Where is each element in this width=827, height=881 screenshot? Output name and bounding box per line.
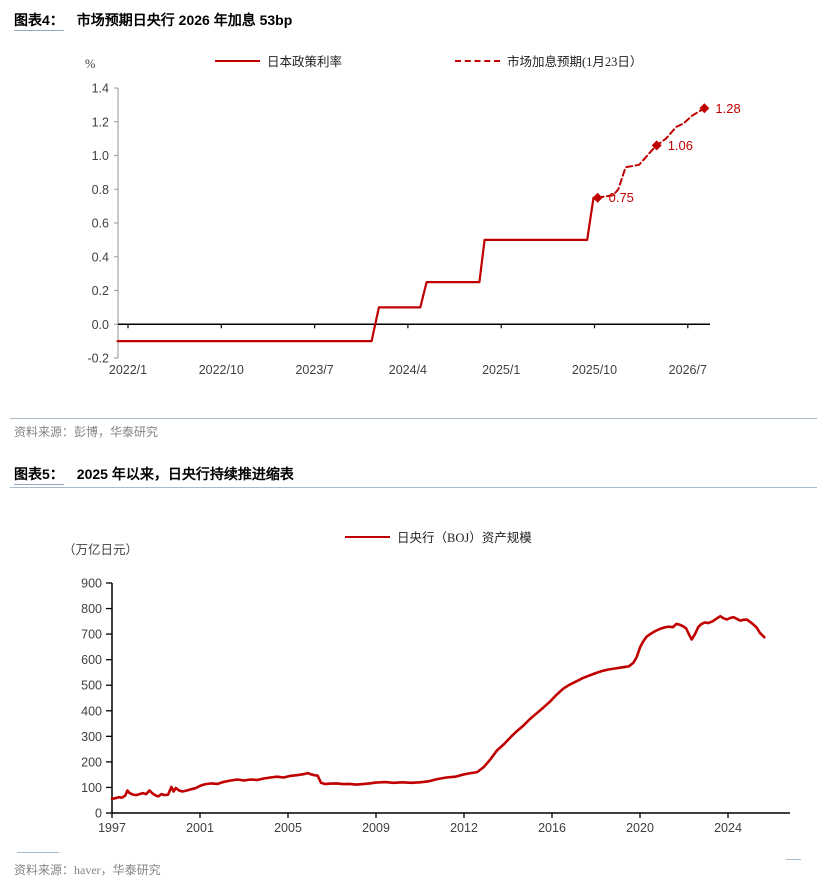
bottom-right-border-fragment <box>786 859 801 860</box>
expectation-marker-label: 0.75 <box>609 190 634 205</box>
figure5-title-divider <box>10 487 817 488</box>
figure4-label: 图表4： <box>14 12 64 31</box>
y-tick-label: 200 <box>81 755 102 769</box>
x-tick-label: 2024/4 <box>389 363 427 377</box>
legend-label: 市场加息预期(1月23日） <box>507 55 643 69</box>
x-tick-label: 2023/7 <box>295 363 333 377</box>
y-tick-label: 900 <box>81 577 102 591</box>
y-tick-label: 1.0 <box>92 149 109 163</box>
y-tick-label: 0.8 <box>92 183 109 197</box>
y-tick-label: -0.2 <box>87 352 109 366</box>
x-tick-label: 2001 <box>186 821 214 835</box>
solid-line-sample <box>345 535 390 538</box>
x-tick-label: 2025/10 <box>572 363 617 377</box>
figure5-title: 图表5： 2025 年以来，日央行持续推进缩表 <box>14 464 294 485</box>
figure4-legend-item-expectation: 市场加息预期(1月23日） <box>455 51 642 70</box>
boj-assets-line <box>110 614 766 801</box>
y-tick-label: 500 <box>81 679 102 693</box>
y-tick-label: 300 <box>81 730 102 744</box>
x-tick-label: 2024 <box>714 821 742 835</box>
y-tick-label: 600 <box>81 653 102 667</box>
figure5-chart: 0 100 200 300 400 500 600 700 800 900 1997 2001 2005… <box>81 577 790 835</box>
y-tick-label: 0 <box>95 807 102 821</box>
figure4-source-divider <box>10 418 817 419</box>
y-tick-label: 0.6 <box>92 217 109 231</box>
y-tick-label: 1.4 <box>92 82 109 96</box>
figure4-title: 图表4： 市场预期日央行 2026 年加息 53bp <box>14 10 293 31</box>
figure5-source: 资料来源：haver，华泰研究 <box>14 863 161 877</box>
expectation-marker-label: 1.28 <box>715 101 740 116</box>
x-tick-label: 2022/10 <box>199 363 244 377</box>
bottom-left-border-fragment <box>17 852 59 853</box>
solid-line-sample <box>215 59 260 62</box>
policy-rate-line <box>116 196 599 343</box>
expectation-marker-label: 1.06 <box>668 138 693 153</box>
x-tick-label: 2005 <box>274 821 302 835</box>
figure5-y-unit: （万亿日元） <box>63 543 139 557</box>
legend-label: 日央行（BOJ）资产规模 <box>397 531 532 545</box>
figure5-label: 图表5： <box>14 466 64 485</box>
x-tick-label: 2009 <box>362 821 390 835</box>
expectation-marker-diamond <box>592 192 603 203</box>
figure4-y-unit: % <box>85 57 96 71</box>
y-tick-label: 0.2 <box>92 284 109 298</box>
expectation-marker-diamond <box>651 140 662 151</box>
x-tick-label: 2025/1 <box>482 363 520 377</box>
y-tick-label: 700 <box>81 628 102 642</box>
figure4-chart: -0.2 0.0 0.2 0.4 0.6 0.8 1.0 1.2 1.4 2022/1 2022/1… <box>87 82 740 378</box>
x-tick-label: 2016 <box>538 821 566 835</box>
figure4-title-text: 市场预期日央行 2026 年加息 53bp <box>76 12 293 28</box>
figure5-title-text: 2025 年以来，日央行持续推进缩表 <box>76 466 294 482</box>
dashed-line-sample <box>455 59 500 62</box>
x-tick-label: 2022/1 <box>109 363 147 377</box>
y-tick-label: 400 <box>81 704 102 718</box>
figure5-legend-item-boj-assets: 日央行（BOJ）资产规模 <box>345 527 532 546</box>
x-tick-label: 1997 <box>98 821 126 835</box>
y-tick-label: 100 <box>81 781 102 795</box>
figure4-legend-item-policy-rate: 日本政策利率 <box>215 51 342 70</box>
y-tick-label: 0.4 <box>92 250 109 264</box>
legend-label: 日本政策利率 <box>267 55 343 69</box>
expectation-marker-diamond <box>699 103 710 114</box>
x-tick-label: 2020 <box>626 821 654 835</box>
y-tick-label: 800 <box>81 602 102 616</box>
y-tick-label: 0.0 <box>92 318 109 332</box>
expectation-line <box>596 107 706 199</box>
x-tick-label: 2026/7 <box>669 363 707 377</box>
figure4-source: 资料来源：彭博，华泰研究 <box>14 425 159 439</box>
x-tick-label: 2012 <box>450 821 478 835</box>
y-tick-label: 1.2 <box>92 115 109 129</box>
